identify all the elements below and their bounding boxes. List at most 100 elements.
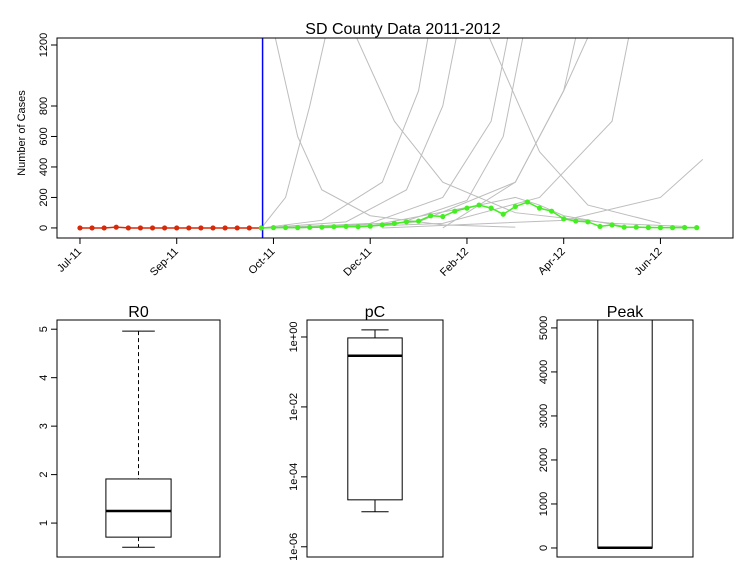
point bbox=[270, 225, 277, 231]
y-tick-label: 1000 bbox=[538, 492, 550, 516]
chart-title: R0 bbox=[128, 304, 149, 321]
point bbox=[585, 219, 591, 225]
point bbox=[645, 224, 651, 231]
point bbox=[464, 205, 470, 211]
point bbox=[307, 224, 313, 230]
y-tick-label: 5000 bbox=[538, 316, 550, 340]
y-tick-label: 0 bbox=[538, 545, 550, 551]
box bbox=[597, 320, 653, 549]
point bbox=[549, 208, 555, 214]
y-tick-label: 4000 bbox=[538, 360, 550, 384]
point bbox=[428, 213, 434, 219]
y-tick-label: 3000 bbox=[538, 404, 550, 428]
y-tick-label: 1 bbox=[38, 520, 50, 526]
chart-title: SD County Data 2011-2012 bbox=[305, 21, 500, 38]
point bbox=[682, 224, 688, 231]
x-tick-label: Jul-11 bbox=[55, 246, 84, 275]
point bbox=[440, 213, 446, 220]
point bbox=[210, 225, 216, 231]
point bbox=[379, 222, 385, 228]
point bbox=[295, 225, 301, 231]
chart-title: Peak bbox=[607, 304, 644, 321]
x-tick-label: Apr-12 bbox=[536, 246, 568, 278]
simulation-line bbox=[260, 38, 326, 229]
simulation-line bbox=[356, 38, 685, 227]
y-tick-label: 1e-02 bbox=[288, 393, 300, 421]
point bbox=[597, 223, 603, 230]
point bbox=[500, 211, 506, 217]
point bbox=[561, 216, 567, 222]
y-tick-label: 600 bbox=[38, 127, 50, 145]
y-tick-label: 1200 bbox=[38, 33, 50, 57]
point bbox=[186, 225, 192, 231]
point bbox=[415, 218, 422, 224]
y-axis-label: Number of Cases bbox=[16, 90, 28, 176]
point bbox=[222, 225, 228, 231]
point bbox=[621, 224, 627, 230]
plot-area bbox=[105, 330, 172, 548]
simulation-line bbox=[488, 38, 661, 224]
series-line bbox=[79, 226, 262, 229]
plot-area bbox=[347, 329, 403, 513]
y-tick-label: 400 bbox=[38, 158, 50, 176]
point bbox=[512, 203, 518, 210]
y-tick-label: 200 bbox=[38, 188, 50, 206]
x-tick-label: Sep-11 bbox=[148, 246, 181, 279]
point bbox=[89, 225, 95, 231]
y-tick-label: 4 bbox=[38, 375, 50, 381]
simulation-line bbox=[261, 38, 429, 229]
point bbox=[174, 225, 180, 231]
point bbox=[282, 224, 289, 231]
point bbox=[391, 220, 397, 226]
point bbox=[536, 205, 543, 211]
frame bbox=[306, 319, 444, 558]
point bbox=[198, 225, 204, 231]
point bbox=[609, 222, 615, 228]
point bbox=[319, 224, 325, 230]
point bbox=[162, 225, 168, 231]
point bbox=[452, 208, 458, 214]
plot-area bbox=[77, 38, 704, 238]
point bbox=[149, 225, 156, 231]
point bbox=[367, 223, 373, 229]
y-tick-label: 800 bbox=[38, 97, 50, 115]
point bbox=[113, 224, 119, 230]
point bbox=[234, 225, 240, 231]
point bbox=[101, 225, 107, 231]
chart-title: pC bbox=[365, 304, 385, 321]
y-tick-label: 0 bbox=[38, 225, 50, 231]
simulation-line bbox=[382, 158, 704, 229]
x-tick-label: Dec-11 bbox=[341, 246, 374, 279]
y-tick-label: 2000 bbox=[538, 448, 550, 472]
point bbox=[125, 225, 131, 231]
point bbox=[524, 199, 531, 205]
point bbox=[246, 225, 252, 231]
box bbox=[347, 337, 403, 501]
plot-area bbox=[597, 320, 653, 550]
point bbox=[476, 202, 482, 208]
frame bbox=[556, 319, 694, 558]
point bbox=[573, 218, 579, 224]
point bbox=[633, 224, 639, 230]
point bbox=[403, 219, 410, 225]
y-tick-label: 1e+00 bbox=[288, 322, 300, 353]
point bbox=[343, 223, 349, 230]
frame bbox=[56, 37, 734, 239]
y-tick-label: 2 bbox=[38, 472, 50, 478]
box bbox=[105, 478, 172, 538]
point bbox=[137, 225, 144, 231]
y-tick-label: 1e-06 bbox=[288, 533, 300, 561]
point bbox=[669, 225, 676, 231]
x-tick-label: Oct-11 bbox=[246, 246, 277, 277]
x-tick-label: Jun-12 bbox=[632, 246, 664, 278]
y-tick-label: 3 bbox=[38, 423, 50, 429]
point bbox=[331, 224, 337, 230]
point bbox=[657, 225, 664, 231]
x-tick-label: Feb-12 bbox=[438, 246, 471, 279]
point bbox=[258, 225, 264, 231]
simulation-line bbox=[321, 38, 630, 229]
point bbox=[77, 225, 83, 231]
point bbox=[488, 205, 494, 211]
y-tick-label: 1e-04 bbox=[288, 463, 300, 491]
